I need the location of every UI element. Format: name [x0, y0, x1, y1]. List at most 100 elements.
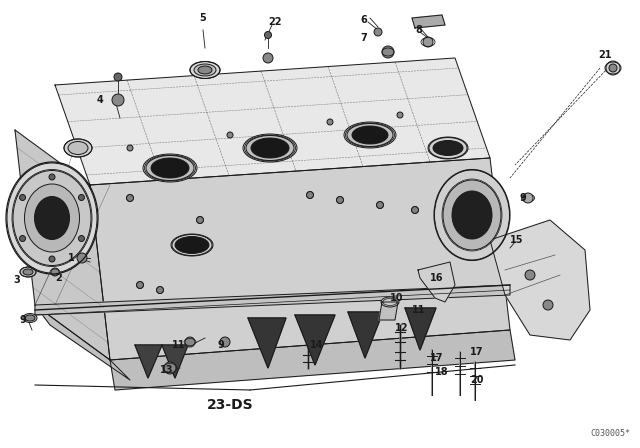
Circle shape — [263, 53, 273, 63]
Ellipse shape — [435, 170, 509, 260]
Polygon shape — [248, 318, 286, 368]
Ellipse shape — [24, 184, 79, 252]
Ellipse shape — [381, 297, 399, 307]
Ellipse shape — [35, 197, 70, 240]
Polygon shape — [412, 15, 445, 28]
Polygon shape — [15, 130, 110, 360]
Ellipse shape — [190, 61, 220, 78]
Ellipse shape — [347, 124, 393, 146]
Ellipse shape — [246, 135, 294, 160]
Ellipse shape — [198, 66, 212, 74]
Text: 4: 4 — [97, 95, 104, 105]
Text: 18: 18 — [435, 367, 449, 377]
Ellipse shape — [143, 154, 197, 182]
Ellipse shape — [522, 194, 534, 202]
Circle shape — [606, 61, 620, 75]
Text: 10: 10 — [390, 293, 403, 303]
Circle shape — [376, 202, 383, 208]
Circle shape — [79, 236, 84, 241]
Text: 6: 6 — [360, 15, 367, 25]
Text: 12: 12 — [395, 323, 408, 333]
Ellipse shape — [7, 163, 97, 273]
Circle shape — [20, 194, 26, 201]
Circle shape — [157, 287, 163, 293]
Ellipse shape — [344, 122, 396, 148]
Circle shape — [374, 28, 382, 36]
Text: 5: 5 — [200, 13, 206, 23]
Text: 1: 1 — [68, 253, 75, 263]
Circle shape — [382, 46, 394, 58]
Polygon shape — [295, 315, 335, 365]
Ellipse shape — [175, 237, 209, 254]
Circle shape — [523, 193, 533, 203]
Circle shape — [327, 119, 333, 125]
Text: 9: 9 — [20, 315, 27, 325]
Circle shape — [136, 281, 143, 289]
Circle shape — [79, 194, 84, 201]
Ellipse shape — [251, 138, 289, 158]
Text: 21: 21 — [598, 50, 611, 60]
Text: 8: 8 — [415, 25, 422, 35]
Polygon shape — [405, 308, 436, 350]
Circle shape — [49, 174, 55, 180]
Text: 17: 17 — [470, 347, 483, 357]
Text: 17: 17 — [430, 353, 444, 363]
Ellipse shape — [23, 314, 37, 323]
Polygon shape — [379, 302, 398, 320]
Text: 3: 3 — [13, 275, 20, 285]
Polygon shape — [90, 158, 510, 360]
Ellipse shape — [25, 315, 35, 321]
Polygon shape — [55, 58, 490, 185]
Text: 23-DS: 23-DS — [207, 398, 253, 412]
Circle shape — [114, 73, 122, 81]
Circle shape — [337, 197, 344, 203]
Polygon shape — [135, 345, 162, 378]
Text: 13: 13 — [160, 365, 173, 375]
Text: 14: 14 — [310, 340, 323, 350]
Ellipse shape — [146, 155, 194, 181]
Circle shape — [196, 216, 204, 224]
Polygon shape — [348, 312, 383, 358]
Circle shape — [543, 300, 553, 310]
Circle shape — [525, 270, 535, 280]
Circle shape — [423, 37, 433, 47]
Ellipse shape — [151, 158, 189, 178]
Ellipse shape — [352, 126, 388, 144]
Text: 11: 11 — [412, 305, 426, 315]
Ellipse shape — [20, 267, 36, 277]
Circle shape — [609, 64, 617, 72]
Circle shape — [220, 337, 230, 347]
Ellipse shape — [443, 180, 501, 250]
Ellipse shape — [452, 191, 492, 239]
Circle shape — [127, 194, 134, 202]
Ellipse shape — [194, 64, 216, 76]
Text: 9: 9 — [520, 193, 527, 203]
Circle shape — [412, 207, 419, 214]
Ellipse shape — [243, 134, 297, 162]
Text: 22: 22 — [268, 17, 282, 27]
Circle shape — [185, 337, 195, 347]
Ellipse shape — [64, 139, 92, 157]
Polygon shape — [418, 262, 455, 302]
Ellipse shape — [171, 234, 213, 256]
Circle shape — [77, 253, 87, 263]
Circle shape — [49, 256, 55, 262]
Circle shape — [51, 268, 59, 276]
Text: C030005*: C030005* — [590, 429, 630, 438]
Ellipse shape — [433, 141, 463, 155]
Ellipse shape — [68, 142, 88, 155]
Ellipse shape — [428, 137, 468, 159]
Circle shape — [227, 132, 233, 138]
Circle shape — [164, 362, 176, 374]
Ellipse shape — [13, 171, 91, 266]
Circle shape — [112, 94, 124, 106]
Text: 16: 16 — [430, 273, 444, 283]
Polygon shape — [35, 285, 510, 315]
Text: 15: 15 — [510, 235, 524, 245]
Polygon shape — [490, 220, 590, 340]
Circle shape — [20, 236, 26, 241]
Ellipse shape — [23, 269, 33, 275]
Polygon shape — [110, 330, 515, 390]
Text: 9: 9 — [218, 340, 225, 350]
Circle shape — [307, 191, 314, 198]
